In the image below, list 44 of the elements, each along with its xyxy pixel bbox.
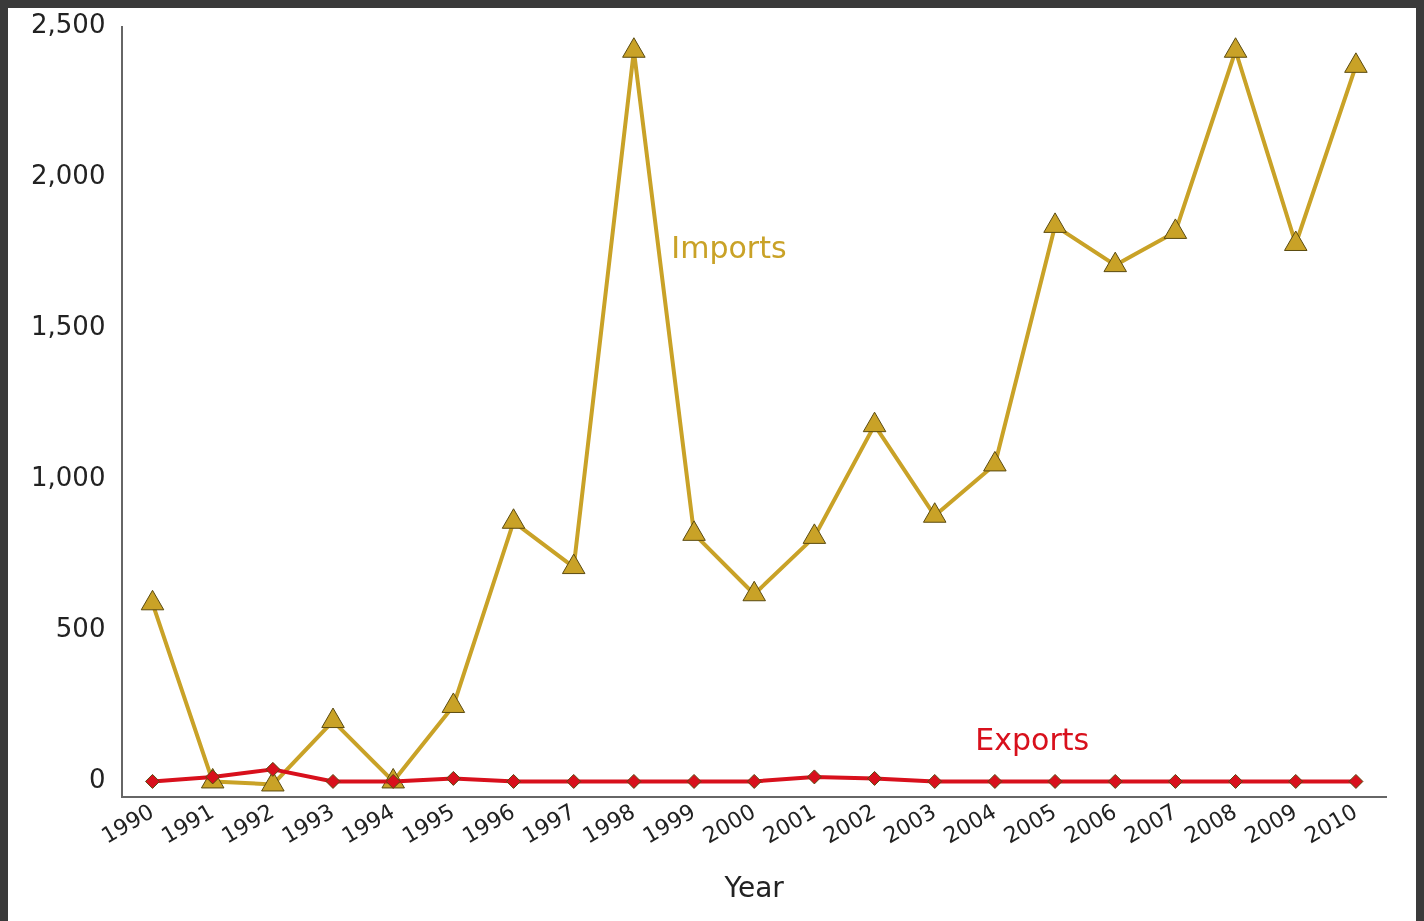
y-tick-label: 2,500 <box>31 9 106 40</box>
point <box>1107 773 1123 789</box>
point <box>325 773 341 789</box>
point <box>140 589 165 611</box>
point <box>1283 230 1308 251</box>
point <box>1047 773 1063 789</box>
point <box>927 773 943 789</box>
point <box>922 502 947 523</box>
point <box>1228 773 1244 789</box>
point <box>265 761 281 777</box>
y-tick-label: 500 <box>55 613 106 644</box>
point <box>445 770 461 786</box>
point <box>626 773 642 789</box>
point <box>862 411 887 433</box>
point <box>1103 251 1127 273</box>
point <box>622 37 646 58</box>
point <box>1043 212 1067 233</box>
point <box>682 520 706 541</box>
point <box>1163 218 1188 239</box>
point <box>566 773 582 789</box>
point <box>501 508 526 529</box>
y-tick-label: 1,500 <box>31 311 106 342</box>
point <box>506 773 522 789</box>
point <box>802 523 827 544</box>
series-label: Imports <box>671 229 787 265</box>
point <box>145 773 161 789</box>
point <box>1348 773 1364 789</box>
point <box>1288 773 1304 789</box>
point <box>746 773 762 789</box>
point <box>742 580 766 602</box>
series-label: Exports <box>975 722 1090 758</box>
point <box>806 769 822 785</box>
point <box>983 450 1007 472</box>
x-axis-title: Year <box>723 871 785 905</box>
y-tick-label: 2,000 <box>31 160 106 191</box>
y-tick-label: 1,000 <box>31 462 106 493</box>
y-tick-label: 0 <box>88 764 106 795</box>
point <box>987 773 1003 789</box>
point <box>1167 773 1183 789</box>
point <box>686 773 702 789</box>
point <box>561 553 586 575</box>
point <box>1344 52 1368 73</box>
point <box>1223 37 1248 58</box>
point <box>867 770 883 786</box>
